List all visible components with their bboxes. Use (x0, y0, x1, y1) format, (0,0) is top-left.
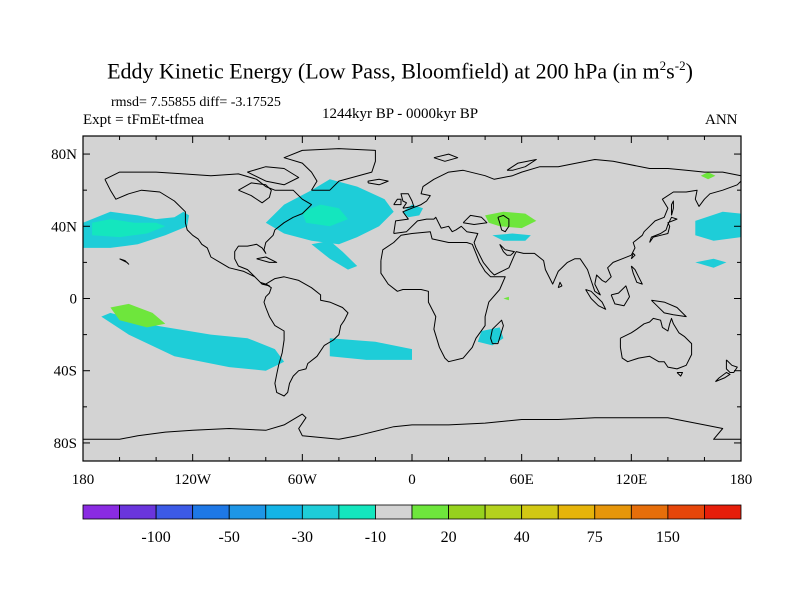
x-tick-label-0: 180 (72, 472, 95, 488)
colorbar-swatch-10 (448, 504, 486, 520)
y-tick-label-1: 40N (51, 219, 77, 235)
coastline-madagascar (490, 319, 504, 345)
coastline-cuba (256, 256, 278, 263)
coastline-hudson-bay (238, 182, 272, 204)
colorbar-swatch-17 (704, 504, 742, 520)
coastline-svalbard (433, 153, 459, 162)
season-label: ANN (705, 112, 738, 128)
colorbar-label-3: -10 (365, 529, 386, 546)
contour-region-central-asia-green (485, 211, 537, 229)
coastline-south-america (263, 276, 349, 397)
colorbar-swatch-4 (228, 504, 267, 520)
colorbar-swatch-16 (667, 504, 705, 520)
coastline-philippines (630, 265, 643, 285)
colorbar-label-5: 40 (514, 529, 530, 546)
coastline-novaya-zemlya (506, 159, 537, 171)
contour-region-n-atlantic-inner (302, 204, 348, 227)
coastline-taiwan (630, 252, 636, 260)
contour-region-europe-patch (402, 204, 423, 218)
colorbar-swatch-13 (557, 504, 596, 520)
coastline-sri-lanka (557, 281, 563, 289)
contour-region-n-pacific-inner (92, 219, 166, 238)
y-tick-label-4: 80S (54, 436, 77, 452)
colorbar-label-7: 150 (656, 529, 680, 546)
period-subtitle: 1244kyr BP - 0000kyr BP (322, 106, 479, 122)
coastline-eurasia (393, 159, 742, 296)
colorbar-swatch-0 (82, 504, 120, 520)
colorbar-label-6: 75 (587, 529, 603, 546)
colorbar-swatch-8 (375, 504, 413, 520)
contour-region-mid-east-cyan (492, 233, 531, 241)
x-tick-label-3: 0 (408, 472, 416, 488)
coastline-africa (380, 231, 506, 363)
colorbar-swatch-15 (630, 504, 669, 520)
coastline-japan (649, 216, 678, 243)
colorbar-label-4: 20 (441, 529, 457, 546)
coastline-new-guinea (651, 299, 687, 318)
coastline-baffin (247, 166, 300, 186)
coastline-black-sea (462, 214, 488, 225)
coastline-ireland (393, 198, 402, 206)
coastline-new-zealand-south (715, 372, 731, 383)
colorbar-swatch-11 (484, 504, 523, 520)
colorbar-label-2: -30 (292, 529, 313, 546)
colorbar-swatch-2 (155, 504, 194, 520)
colorbar-swatch-3 (192, 504, 230, 520)
contour-region-africa-dot (503, 296, 509, 301)
coastline-australia (619, 317, 693, 370)
colorbar: -100 -50 -30 -10 20 40 75 150 (82, 504, 742, 546)
stats-subtitle: rmsd= 7.55855 diff= -3.17525 (111, 95, 281, 110)
y-tick-label-0: 80N (51, 147, 77, 163)
colorbar-swatch-12 (521, 504, 559, 520)
contour-region-atlantic-tongue (311, 240, 358, 270)
chart-title: Eddy Kinetic Energy (Low Pass, Bloomfiel… (107, 58, 693, 84)
x-tick-label-1: 120W (174, 472, 212, 488)
colorbar-label-0: -100 (141, 529, 170, 546)
contour-region-s-atlantic-cyan (329, 338, 412, 360)
coastline-antarctica (83, 413, 741, 440)
coastline-hawaii (119, 258, 130, 265)
coastline-north-america (104, 171, 312, 287)
colorbar-swatch-1 (119, 504, 157, 520)
coastline-tasmania (676, 372, 683, 377)
colorbar-swatch-14 (594, 504, 632, 520)
coastline-greenland (283, 148, 376, 191)
coastline-sumatra (585, 289, 607, 310)
coastline-british-isles (400, 193, 415, 209)
experiment-subtitle: Expt = tFmEt-tfmea (83, 112, 204, 128)
x-tick-label-4: 60E (510, 472, 534, 488)
coastline-iceland (367, 178, 389, 186)
y-tick-label-3: 40S (54, 364, 77, 380)
contour-region-w-pacific-cyan (695, 211, 741, 241)
x-tick-label-6: 180 (730, 472, 753, 488)
map-axes: 180 120W 60W 0 60E 120E 180 80N 40N 0 40S 80S (51, 135, 753, 488)
contour-region-e-asia-small (695, 258, 727, 268)
coastline-sakhalin (671, 200, 674, 216)
contour-region-s-pacific-green (110, 303, 166, 328)
colorbar-swatch-5 (265, 504, 303, 520)
colorbar-swatch-9 (411, 504, 449, 520)
colorbar-swatch-6 (301, 504, 340, 520)
x-tick-label-2: 60W (288, 472, 318, 488)
coastline-new-zealand (725, 359, 738, 373)
contour-region-siberia-green (700, 172, 716, 180)
coastline-caspian (497, 214, 510, 233)
coastline-borneo (610, 285, 630, 307)
map-panel (83, 136, 742, 461)
colorbar-label-1: -50 (219, 529, 240, 546)
map-background (83, 136, 741, 461)
colorbar-swatch-7 (338, 504, 376, 520)
coastline-arabian-sea-shore (499, 243, 515, 256)
y-tick-label-2: 0 (70, 292, 78, 308)
x-tick-label-5: 120E (615, 472, 647, 488)
